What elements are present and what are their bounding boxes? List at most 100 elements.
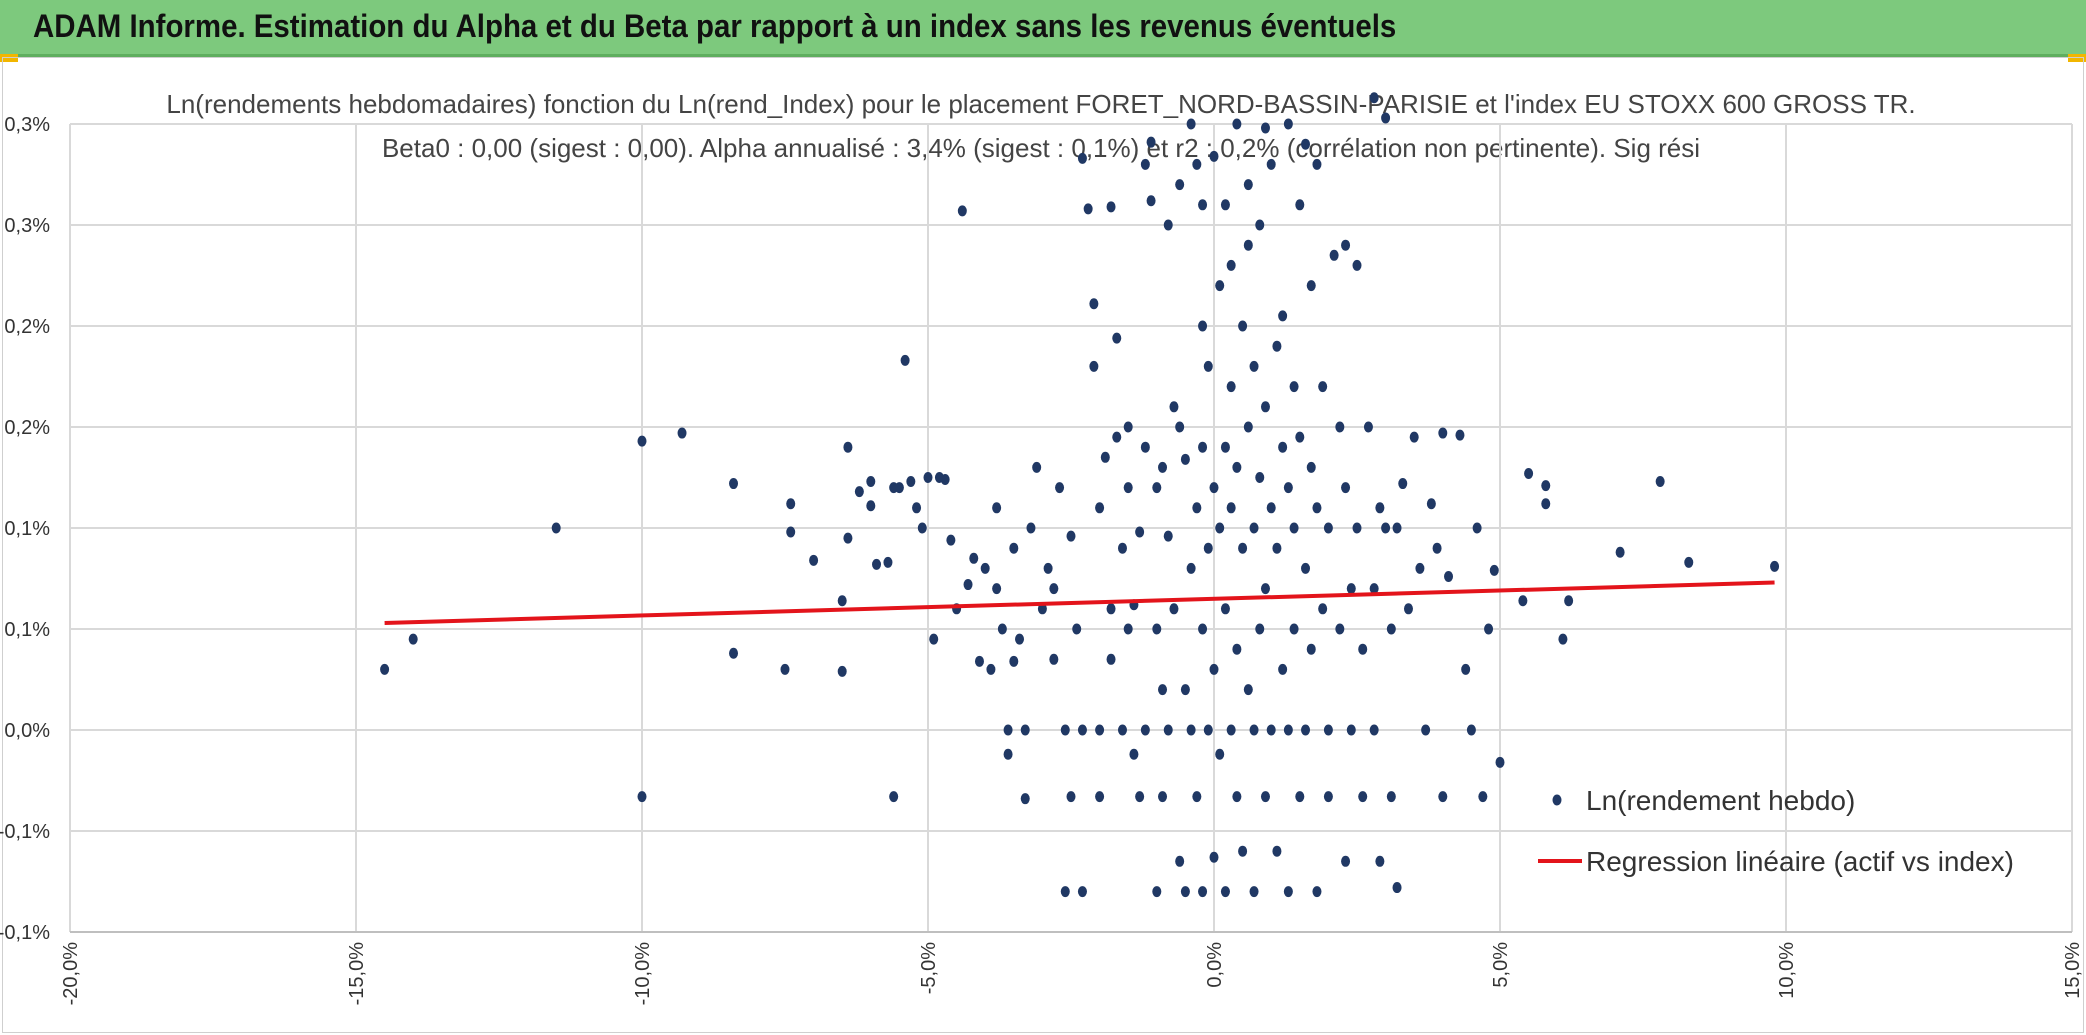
- data-point: [1518, 595, 1528, 607]
- data-point: [1461, 663, 1471, 675]
- data-point: [551, 522, 561, 534]
- data-point: [1163, 530, 1173, 542]
- data-point: [1260, 401, 1270, 413]
- data-point: [1352, 522, 1362, 534]
- data-point: [963, 579, 973, 591]
- regression-line: [384, 580, 1775, 625]
- data-point: [1335, 623, 1345, 635]
- data-point: [1381, 522, 1391, 534]
- x-tick-label: 10,0%: [1776, 942, 1798, 999]
- data-point: [1655, 476, 1665, 488]
- data-point: [1272, 542, 1282, 554]
- data-point: [1295, 199, 1305, 211]
- x-tick-label: 5,0%: [1490, 942, 1512, 988]
- data-point: [1175, 421, 1185, 433]
- data-point: [1203, 542, 1213, 554]
- data-point: [1203, 724, 1213, 736]
- data-point: [729, 478, 739, 490]
- data-point: [1209, 663, 1219, 675]
- data-point: [1312, 502, 1322, 514]
- data-point: [1009, 542, 1019, 554]
- data-point: [1318, 381, 1328, 393]
- chart-frame: [2, 57, 2084, 1033]
- data-point: [969, 552, 979, 564]
- data-point: [1346, 583, 1356, 595]
- data-point: [1306, 280, 1316, 292]
- data-point: [1072, 623, 1082, 635]
- data-point: [1226, 502, 1236, 514]
- data-point: [1163, 219, 1173, 231]
- data-point: [1209, 150, 1219, 162]
- data-point: [1243, 179, 1253, 191]
- data-point: [1186, 562, 1196, 574]
- data-point: [940, 474, 950, 486]
- data-point: [1226, 259, 1236, 271]
- data-point: [1066, 530, 1076, 542]
- data-point: [843, 441, 853, 453]
- data-point: [1375, 502, 1385, 514]
- data-point: [1278, 310, 1288, 322]
- x-tick-label: -5,0%: [918, 942, 940, 994]
- data-point: [1438, 427, 1448, 439]
- legend-marker-scatter: [1552, 794, 1562, 806]
- data-point: [1295, 791, 1305, 803]
- data-point: [929, 633, 939, 645]
- data-point: [1341, 482, 1351, 494]
- data-point: [1238, 320, 1248, 332]
- data-point: [1466, 724, 1476, 736]
- y-tick-label: 0,1%: [4, 619, 50, 641]
- data-point: [1375, 855, 1385, 867]
- data-point: [1301, 724, 1311, 736]
- data-point: [1392, 522, 1402, 534]
- data-point: [1117, 542, 1127, 554]
- data-point: [1283, 886, 1293, 898]
- data-point: [1426, 498, 1436, 510]
- data-point: [1175, 179, 1185, 191]
- y-tick-label: 0,1%: [4, 518, 50, 540]
- data-point: [1289, 623, 1299, 635]
- y-tick-label: -0,1%: [0, 821, 50, 843]
- data-point: [986, 663, 996, 675]
- data-point: [992, 583, 1002, 595]
- data-point: [1489, 564, 1499, 576]
- data-point: [1026, 522, 1036, 534]
- data-point: [1169, 401, 1179, 413]
- data-point: [1152, 623, 1162, 635]
- data-point: [1243, 239, 1253, 251]
- data-point: [1140, 724, 1150, 736]
- data-point: [906, 476, 916, 488]
- data-point: [1215, 522, 1225, 534]
- data-point: [1060, 886, 1070, 898]
- x-tick-label: 0,0%: [1204, 942, 1226, 988]
- data-point: [1272, 845, 1282, 857]
- data-point: [1077, 152, 1087, 164]
- data-point: [980, 562, 990, 574]
- data-point: [1020, 724, 1030, 736]
- title-bar: ADAM Informe. Estimation du Alpha et du …: [0, 0, 2086, 57]
- axis-layer: -0,1% -0,1% 0,0% 0,1% 0,1% 0,2% 0,2% 0,3% 0,3% -2…: [0, 114, 2084, 1005]
- data-point: [1335, 421, 1345, 433]
- data-point: [1192, 791, 1202, 803]
- data-point: [1243, 421, 1253, 433]
- data-point: [1112, 332, 1122, 344]
- legend: Ln(rendement hebdo) Regression linéaire (…: [1538, 785, 2014, 877]
- data-point: [1266, 724, 1276, 736]
- data-point: [1198, 320, 1208, 332]
- data-point: [1158, 791, 1168, 803]
- data-point: [1186, 724, 1196, 736]
- data-point: [1100, 451, 1110, 463]
- data-point: [1369, 724, 1379, 736]
- data-point: [1117, 724, 1127, 736]
- data-point: [1524, 467, 1534, 479]
- data-point: [1249, 724, 1259, 736]
- data-point: [1158, 684, 1168, 696]
- data-point: [1283, 724, 1293, 736]
- data-point: [843, 532, 853, 544]
- data-point: [1306, 461, 1316, 473]
- data-point: [1198, 886, 1208, 898]
- data-point: [1123, 421, 1133, 433]
- data-point: [1198, 199, 1208, 211]
- data-point: [1238, 542, 1248, 554]
- data-point: [1272, 340, 1282, 352]
- data-point: [1220, 603, 1230, 615]
